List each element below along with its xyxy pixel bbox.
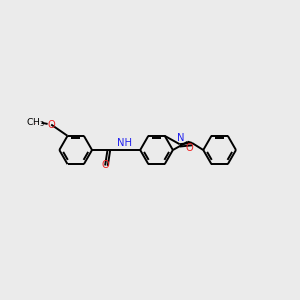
Text: $\mathregular{CH_3}$: $\mathregular{CH_3}$ (26, 116, 45, 129)
Text: O: O (101, 160, 109, 170)
Text: O: O (47, 119, 55, 130)
Text: NH: NH (117, 138, 132, 148)
Text: N: N (177, 133, 184, 143)
Text: O: O (35, 123, 36, 124)
Text: O: O (185, 142, 193, 153)
